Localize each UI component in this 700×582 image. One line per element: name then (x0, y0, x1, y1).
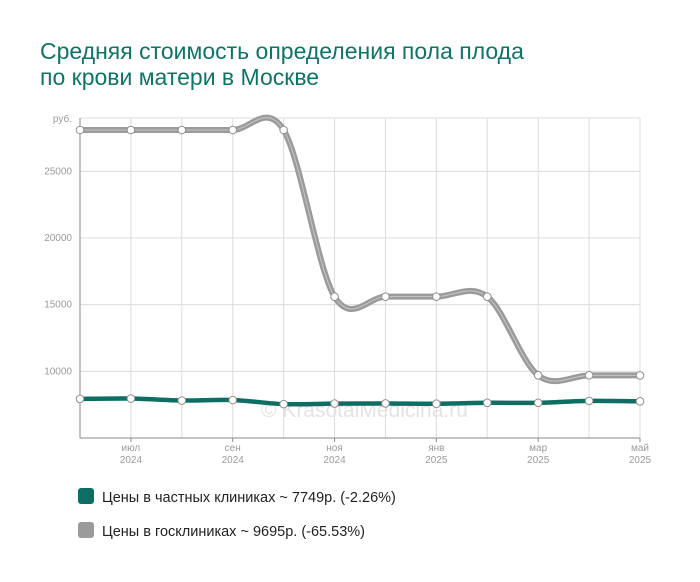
data-point-private (177, 396, 187, 405)
data-point-public (126, 125, 136, 135)
data-point-private (432, 399, 441, 409)
x-tick-label-month: янв (428, 443, 444, 454)
x-tick-label-year: 2024 (323, 455, 346, 466)
data-point-public (381, 292, 390, 301)
data-point-private (126, 394, 136, 403)
data-point-private (482, 398, 492, 408)
legend-swatch-public (78, 522, 94, 539)
legend-item-public[interactable]: Цены в госклиниках ~ 9695р. (-65.53%) (78, 522, 678, 546)
x-tick-label-year: 2025 (425, 455, 448, 466)
x-tick-label-year: 2025 (527, 455, 550, 466)
data-point-public (584, 371, 594, 380)
x-tick-label-month: май (631, 443, 649, 454)
legend-item-private[interactable]: Цены в частных клиниках ~ 7749р. (-2.26%… (78, 488, 678, 512)
chart-title: Средняя стоимость определения пола плода… (40, 38, 680, 90)
x-tick-label-year: 2024 (222, 455, 245, 466)
data-point-public (330, 292, 339, 301)
y-tick-label: 25000 (44, 166, 72, 177)
data-point-private (330, 399, 339, 408)
y-tick-label: 20000 (44, 233, 72, 244)
data-point-private (75, 394, 85, 404)
y-unit-label: руб. (53, 113, 72, 125)
data-point-public (75, 125, 85, 135)
data-point-public (228, 125, 238, 135)
data-point-public (279, 125, 288, 135)
x-tick-label-month: ноя (326, 443, 343, 454)
data-point-public (482, 292, 492, 301)
data-point-public (432, 292, 441, 301)
chart-title-line-1: Средняя стоимость определения пола плода (40, 38, 524, 64)
data-point-private (533, 398, 543, 408)
data-point-public (177, 125, 187, 135)
series-line-public (77, 114, 643, 385)
series-lines (75, 114, 645, 409)
legend-label-public: Цены в госклиниках ~ 9695р. (-65.53%) (102, 524, 365, 540)
legend-swatch-private (78, 488, 94, 505)
data-point-private (228, 395, 238, 405)
legend-label-private: Цены в частных клиниках ~ 7749р. (-2.26%… (102, 490, 396, 506)
x-tick-label-month: сен (225, 443, 241, 454)
x-tick-label-month: мар (529, 443, 547, 454)
x-tick-label-year: 2024 (120, 455, 143, 466)
x-tick-label-year: 2025 (629, 455, 652, 466)
chart-title-line-2: по крови матери в Москве (40, 64, 320, 90)
data-point-private (635, 397, 645, 406)
data-point-public (635, 371, 645, 380)
data-point-private (279, 399, 288, 409)
data-point-private (381, 399, 390, 408)
y-tick-label: 10000 (44, 366, 72, 377)
data-point-public (533, 371, 543, 380)
x-tick-label-month: июл (122, 443, 141, 454)
series-line-public-highlight (80, 117, 641, 382)
axes: 10000150002000025000руб.июл2024сен2024но… (44, 113, 651, 466)
data-point-private (584, 396, 594, 406)
grid (79, 117, 641, 438)
y-tick-label: 15000 (44, 300, 72, 311)
